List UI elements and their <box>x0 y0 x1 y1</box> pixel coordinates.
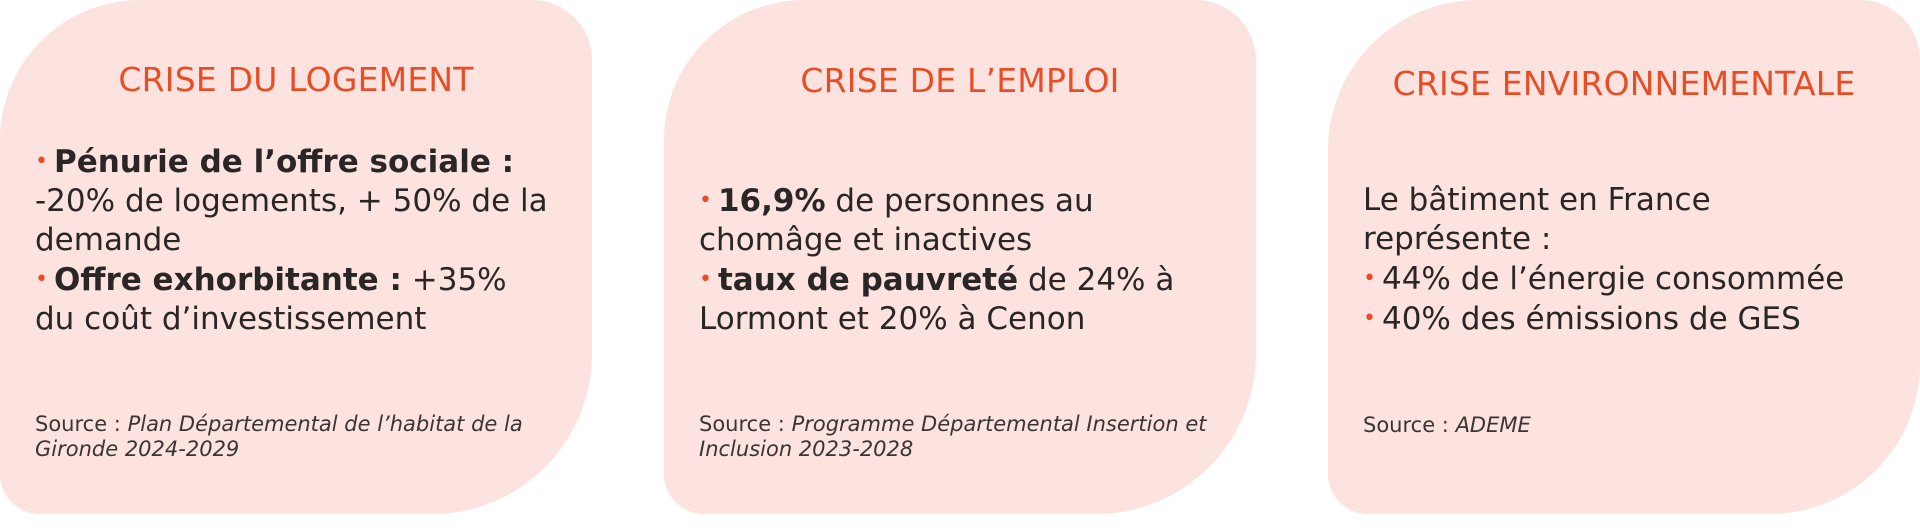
card-title: CRISE ENVIRONNEMENTALE <box>1392 64 1856 103</box>
card-title: CRISE DE L’EMPLOI <box>800 61 1120 100</box>
bullet-icon: • <box>1363 306 1376 331</box>
bullet-bold: taux de pauvreté <box>717 262 1019 298</box>
body-intro: Le bâtiment en France représente : <box>1363 182 1711 257</box>
source-note: Source : Plan Départemental de l’habitat… <box>35 412 535 462</box>
bullet-bold: Offre exhorbitante : <box>53 262 402 298</box>
bullet-line: • 40% des émissions de GES <box>1363 299 1883 339</box>
card-body: Le bâtiment en France représente : • 44% … <box>1363 181 1883 339</box>
card-environmental-crisis: CRISE ENVIRONNEMENTALE Le bâtiment en Fr… <box>1328 0 1920 514</box>
source-label: Source : <box>1363 413 1449 437</box>
bullet-icon: • <box>35 267 48 292</box>
source-text: Programme Départemental Insertion et Inc… <box>699 412 1207 461</box>
source-text: Plan Départemental de l’habitat de la Gi… <box>35 412 523 461</box>
bullet-text: de 24% à Lormont et 20% à Cenon <box>699 262 1175 337</box>
bullet-icon: • <box>1363 266 1376 291</box>
bullet-line: • 16,9% de personnes au chomâge et inacti… <box>699 181 1219 260</box>
source-note: Source : ADEME <box>1363 413 1863 438</box>
bullet-icon: • <box>699 267 712 292</box>
bullet-bold: Pénurie de l’offre sociale : <box>53 144 515 180</box>
bullet-icon: • <box>699 188 712 213</box>
bullet-line: • 44% de l’énergie consommée <box>1363 259 1883 299</box>
source-note: Source : Programme Départemental Inserti… <box>699 412 1219 462</box>
bullet-line: • Pénurie de l’offre sociale : <box>35 142 555 182</box>
source-label: Source : <box>699 412 785 436</box>
bullet-text: 40% des émissions de GES <box>1381 301 1801 337</box>
card-housing-crisis: CRISE DU LOGEMENT • Pénurie de l’offre so… <box>0 0 592 514</box>
source-label: Source : <box>35 412 121 436</box>
bullet-bold: 16,9% <box>717 183 826 219</box>
bullet-line: • Offre exhorbitante : +35% du coût d’inv… <box>35 260 555 339</box>
bullet-icon: • <box>35 149 48 174</box>
source-text: ADEME <box>1448 413 1531 437</box>
bullet-text: de personnes au chomâge et inactives <box>699 183 1094 258</box>
card-title: CRISE DU LOGEMENT <box>118 60 474 99</box>
bullet-line: • taux de pauvreté de 24% à Lormont et 20… <box>699 260 1219 339</box>
bullet-text: 44% de l’énergie consommée <box>1381 261 1845 297</box>
bullet-text: +35% du coût d’investissement <box>35 262 507 337</box>
card-body: • 16,9% de personnes au chomâge et inacti… <box>699 181 1219 339</box>
card-body: • Pénurie de l’offre sociale : -20% de lo… <box>35 142 555 339</box>
body-line: -20% de logements, + 50% de la demande <box>35 183 548 258</box>
card-employment-crisis: CRISE DE L’EMPLOI • 16,9% de personnes au… <box>664 0 1256 514</box>
